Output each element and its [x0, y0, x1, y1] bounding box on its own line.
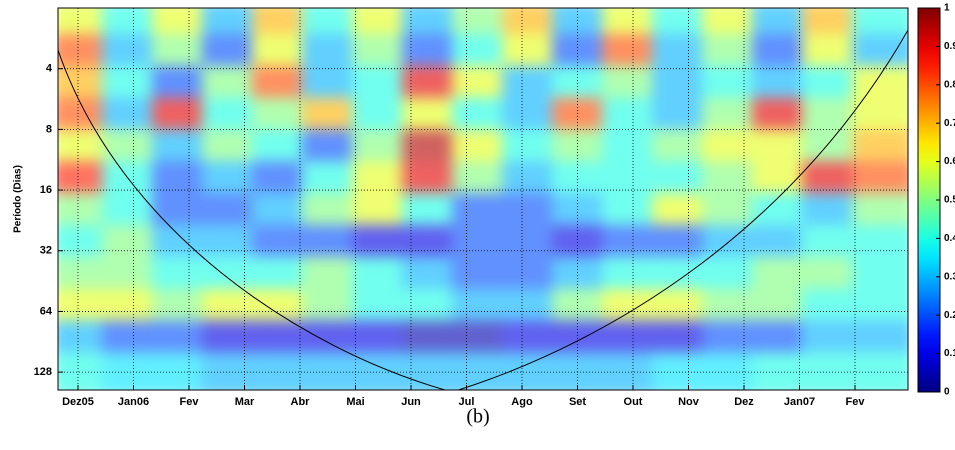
colorbar-tick-label: 1: [944, 3, 950, 14]
colorbar-tick-label: 0: [944, 387, 950, 398]
x-tick-label: Jan07: [784, 396, 815, 408]
heatmap: [58, 8, 908, 390]
x-tick-label: Out: [624, 396, 643, 408]
x-tick-label: Set: [569, 396, 586, 408]
colorbar-tick-label: 0.7: [944, 118, 955, 129]
x-tick-label: Dez: [734, 396, 754, 408]
colorbar-tick-label: 0.4: [944, 233, 955, 244]
colorbar-tick-label: 0.9: [944, 41, 955, 52]
colorbar-tick-label: 0.8: [944, 79, 955, 90]
y-tick-label: 128: [34, 366, 52, 378]
colorbar-tick-label: 0.5: [944, 195, 955, 206]
x-tick-label: Mar: [235, 396, 255, 408]
heat-cell: [852, 352, 908, 390]
plot-frame: [57, 7, 909, 391]
colorbar-tick-label: 0.1: [944, 348, 955, 359]
x-tick-label: Abr: [291, 396, 311, 408]
x-tick-label: Jul: [459, 396, 475, 408]
x-tick-label: Jun: [401, 396, 421, 408]
y-tick-label: 16: [40, 184, 52, 196]
y-tick-label: 32: [40, 245, 52, 257]
x-tick-label: Dez05: [62, 396, 94, 408]
x-tick-label: Fev: [846, 396, 866, 408]
cone-of-influence: [58, 29, 908, 390]
x-tick-label: Nov: [678, 396, 700, 408]
y-axis-label: Período (Dias): [13, 165, 24, 233]
x-tick-label: Mai: [346, 396, 364, 408]
x-tick-label: Jan06: [118, 396, 149, 408]
heatmap-cells: [58, 8, 908, 390]
x-tick-label: Fev: [180, 396, 200, 408]
grid: [58, 8, 908, 390]
y-tick-label: 8: [46, 123, 52, 135]
colorbar-tick-label: 0.3: [944, 271, 955, 282]
colorbar-tick-label: 0.6: [944, 156, 955, 167]
colorbar-tick-label: 0.2: [944, 310, 955, 321]
x-tick-label: Ago: [511, 396, 533, 408]
y-tick-label: 64: [40, 305, 53, 317]
y-tick-label: 4: [46, 63, 53, 75]
cone-shade: [58, 8, 908, 390]
caption: (b): [466, 406, 489, 428]
